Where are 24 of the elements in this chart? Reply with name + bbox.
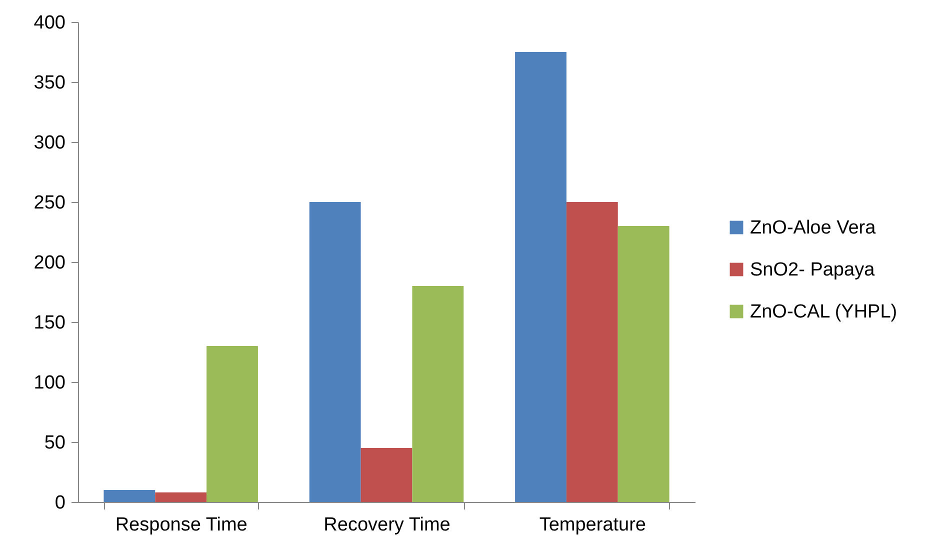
bar <box>412 286 464 502</box>
y-tick-label: 400 <box>34 12 66 34</box>
bar <box>360 448 412 502</box>
bar <box>618 226 670 502</box>
y-tick-label: 0 <box>54 492 66 514</box>
legend-label: SnO2- Papaya <box>750 260 876 280</box>
legend-label: ZnO-CAL (YHPL) <box>750 302 898 322</box>
y-tick-label: 150 <box>34 312 66 334</box>
x-tick-label: Temperature <box>539 514 646 536</box>
bar <box>104 490 156 502</box>
bar <box>309 202 361 502</box>
y-tick-label: 250 <box>34 192 66 214</box>
y-tick-label: 350 <box>34 72 66 94</box>
y-tick-label: 100 <box>34 372 66 394</box>
bar <box>515 52 566 502</box>
y-tick-label: 300 <box>34 132 66 154</box>
x-tick-label: Recovery Time <box>324 514 450 536</box>
bar <box>206 346 258 502</box>
y-tick-label: 50 <box>44 432 66 454</box>
bar <box>566 202 618 502</box>
y-tick-label: 200 <box>34 252 66 274</box>
bar <box>155 492 207 502</box>
legend-label: ZnO-Aloe Vera <box>750 218 876 238</box>
x-tick-label: Response Time <box>115 514 248 536</box>
